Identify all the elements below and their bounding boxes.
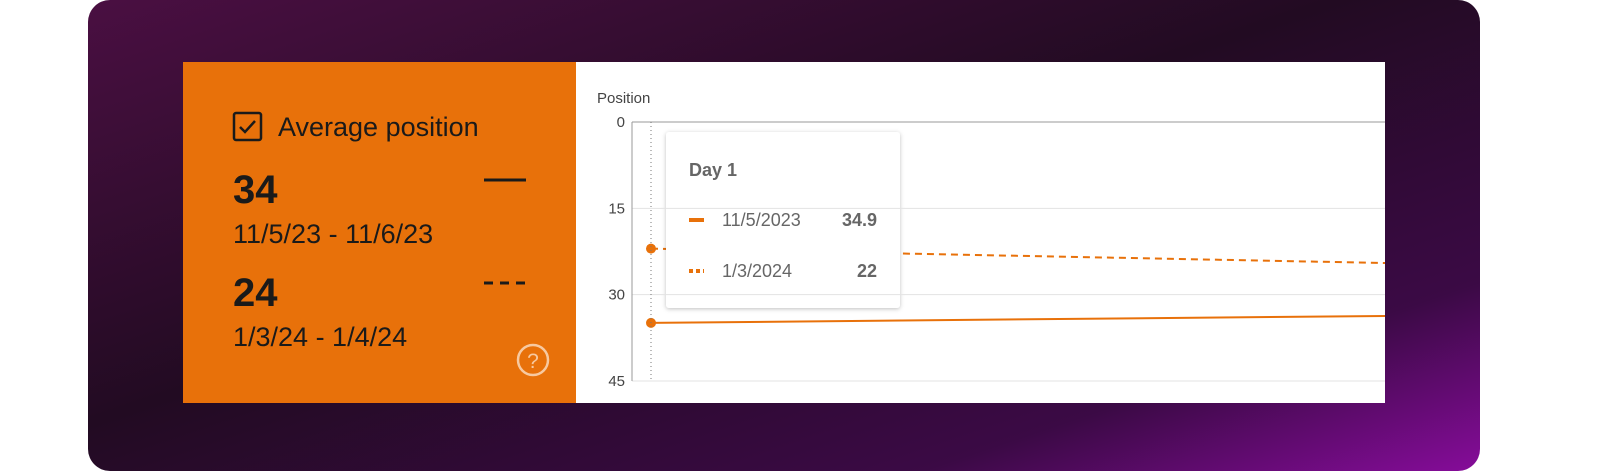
y-tick-label: 30 [608, 287, 625, 304]
tooltip-title: Day 1 [689, 160, 737, 180]
check-mark [239, 120, 256, 134]
tooltip-series-name: 1/3/2024 [722, 261, 792, 281]
checkbox[interactable] [232, 111, 263, 142]
help-icon[interactable] [516, 343, 550, 377]
y-tick-label: 0 [617, 114, 625, 131]
y-tick-label: 45 [608, 373, 625, 390]
metric-range: 11/5/23 - 11/6/23 [233, 219, 433, 249]
y-axis-label: Position [597, 90, 650, 107]
series-line [650, 314, 1385, 324]
y-tick-label: 15 [608, 200, 625, 217]
hover-point [646, 243, 656, 254]
metric-value: 34 [233, 168, 278, 212]
tooltip: Day 1 11/5/2023 34.9 1/3/2024 22 [666, 132, 900, 308]
metric-value: 24 [233, 271, 278, 315]
tooltip-value: 34.9 [842, 210, 877, 230]
tooltip-box [666, 132, 900, 308]
metric-range: 1/3/24 - 1/4/24 [233, 322, 407, 352]
metric-label: Average position [278, 112, 479, 142]
tooltip-value: 22 [857, 261, 877, 281]
metric-card[interactable] [183, 62, 576, 403]
help-icon-glyph: ? [527, 350, 539, 373]
tooltip-series-name: 11/5/2023 [722, 210, 801, 230]
